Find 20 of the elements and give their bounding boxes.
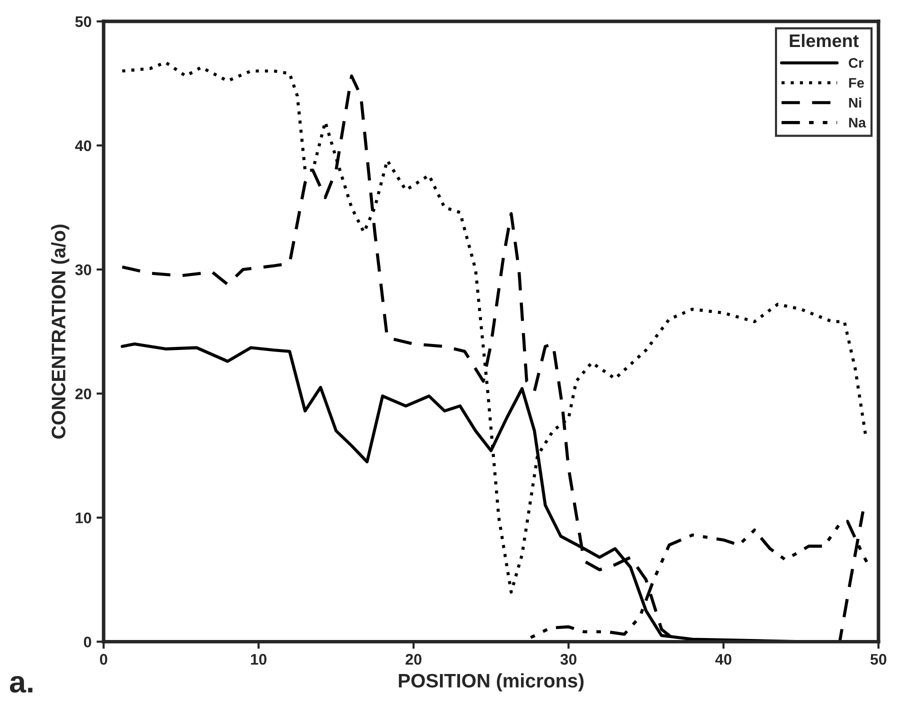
y-tick-label: 40 (75, 140, 92, 152)
x-tick-label: 40 (715, 654, 732, 665)
y-tick-label: 50 (75, 16, 92, 28)
x-tick-label: 30 (560, 654, 576, 665)
y-tick-label: 30 (75, 264, 92, 276)
legend-label: Fe (849, 78, 864, 88)
y-tick-label: 0 (84, 636, 92, 648)
x-tick-label: 0 (100, 654, 108, 665)
legend-label: Cr (848, 58, 864, 68)
text: a. (10, 676, 32, 693)
x-tick-label: 10 (251, 654, 266, 665)
x-tick-label: 50 (870, 654, 886, 665)
x-axis-title: POSITION (microns) (398, 673, 584, 692)
y-tick-label: 20 (75, 388, 92, 400)
legend-label: Ni (849, 97, 862, 108)
legend-label: Na (849, 118, 866, 128)
x-tick-label: 20 (406, 654, 422, 665)
y-tick-label: 10 (76, 512, 92, 524)
y-axis-title: CONCENTRATION (a/o) (51, 224, 70, 439)
legend-title: Element (790, 34, 859, 48)
